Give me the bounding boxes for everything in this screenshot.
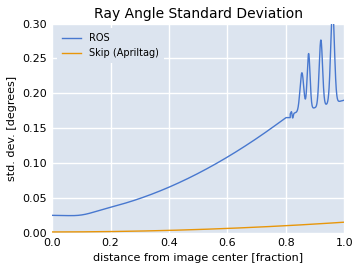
Skip (Apriltag) [208, 227, 212, 231]
ROS [342, 99, 346, 102]
Y-axis label: std. dev. [degrees]: std. dev. [degrees] [7, 76, 17, 181]
ROS [69, 214, 73, 217]
ROS [330, 8, 335, 11]
Title: Ray Angle Standard Deviation: Ray Angle Standard Deviation [94, 7, 303, 21]
ROS [254, 137, 258, 140]
ROS [246, 142, 251, 146]
Line: ROS: ROS [52, 9, 344, 216]
Skip (Apriltag) [189, 228, 193, 231]
ROS [317, 73, 321, 76]
ROS [50, 214, 54, 217]
ROS [101, 208, 105, 211]
Skip (Apriltag) [335, 221, 339, 224]
Skip (Apriltag) [190, 228, 195, 231]
Legend: ROS, Skip (Apriltag): ROS, Skip (Apriltag) [57, 28, 164, 63]
Line: Skip (Apriltag): Skip (Apriltag) [52, 222, 344, 232]
Skip (Apriltag) [289, 224, 294, 227]
Skip (Apriltag) [342, 221, 346, 224]
ROS [175, 182, 179, 185]
ROS [306, 56, 310, 59]
Skip (Apriltag) [224, 227, 228, 230]
X-axis label: distance from image center [fraction]: distance from image center [fraction] [93, 253, 303, 263]
Skip (Apriltag) [50, 230, 54, 234]
